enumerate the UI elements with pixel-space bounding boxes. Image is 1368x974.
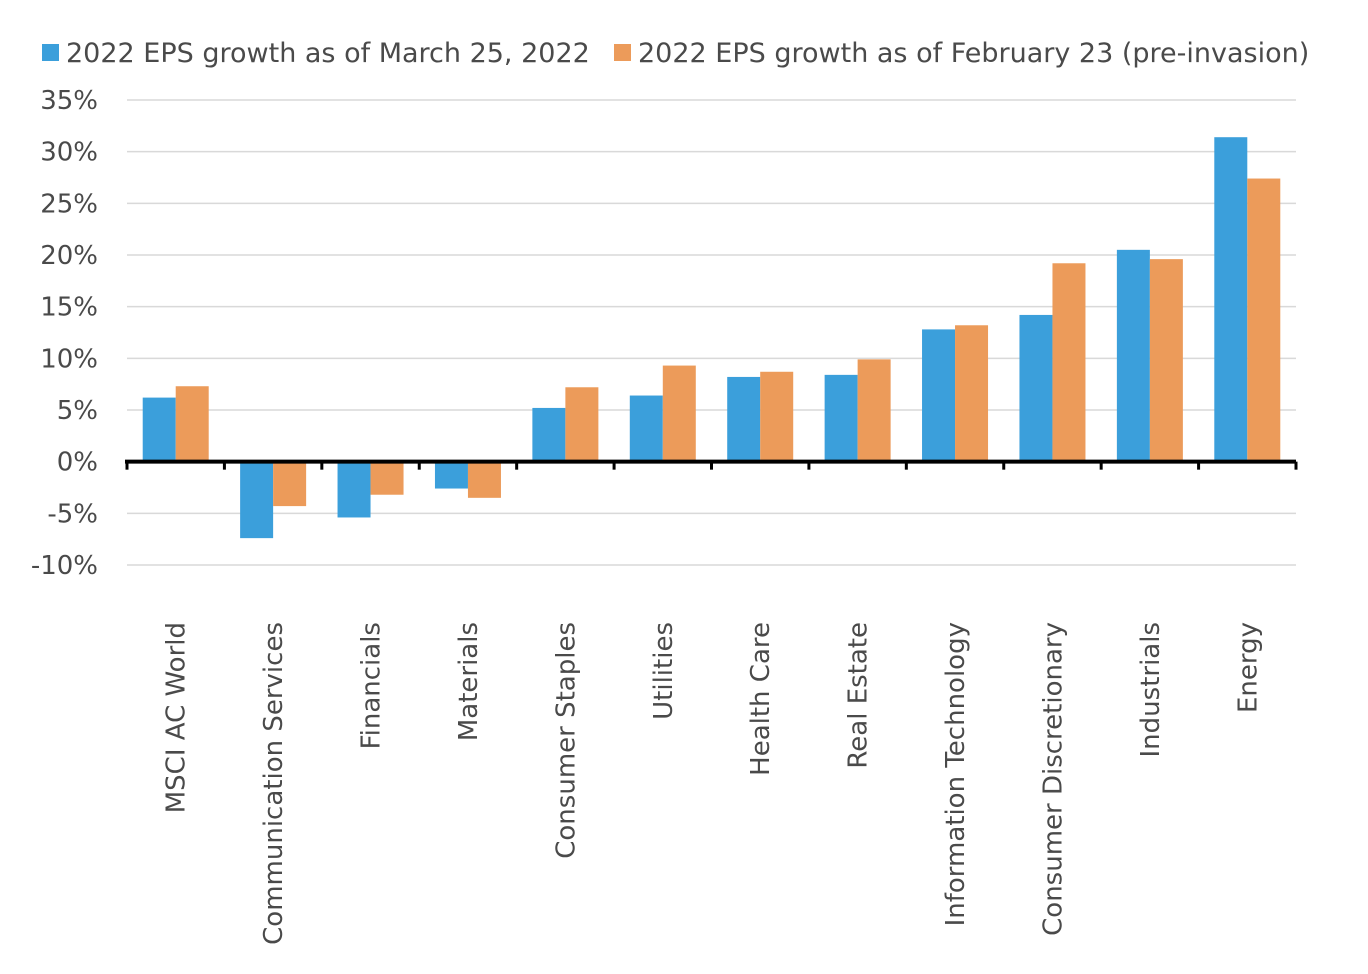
x-category-label: Consumer Discretionary: [1038, 622, 1068, 936]
x-category-label: Consumer Staples: [551, 622, 581, 859]
y-tick-label: -10%: [31, 551, 98, 581]
bar-march-0: [142, 397, 176, 462]
bar-february-9: [1052, 263, 1086, 462]
y-tick-label: 35%: [40, 86, 98, 116]
x-category-label: Financials: [357, 622, 387, 749]
bar-march-1: [240, 461, 274, 539]
bar-march-10: [1116, 249, 1150, 462]
y-tick-label: -5%: [47, 499, 98, 529]
legend-label-february: 2022 EPS growth as of February 23 (pre-i…: [638, 38, 1309, 69]
bar-february-1: [273, 461, 307, 507]
bar-february-0: [175, 386, 209, 462]
bar-march-9: [1019, 314, 1053, 462]
bar-march-5: [629, 395, 663, 462]
bar-march-11: [1214, 137, 1248, 462]
legend-swatch-february: [614, 44, 631, 61]
x-category-label: MSCI AC World: [162, 622, 192, 813]
gridlines: [127, 99, 1296, 566]
y-tick-label: 0%: [57, 448, 98, 478]
bar-february-5: [662, 365, 696, 462]
bar-february-4: [565, 387, 599, 462]
x-category-label: Communication Services: [259, 622, 289, 945]
x-category-label: Industrials: [1136, 622, 1166, 757]
bar-february-3: [467, 461, 501, 498]
x-category-label: Real Estate: [844, 622, 874, 769]
y-tick-label: 20%: [40, 241, 98, 271]
x-axis-labels: MSCI AC World Communication Services Finan…: [162, 622, 1264, 945]
x-category-label: Energy: [1233, 622, 1263, 713]
bar-february-6: [760, 371, 794, 462]
zero-axis: [125, 459, 1298, 470]
bar-march-3: [434, 461, 468, 489]
bar-march-2: [337, 461, 371, 518]
legend-swatch-march: [42, 44, 59, 61]
y-tick-label: 25%: [40, 189, 98, 219]
bar-march-4: [532, 407, 566, 462]
x-category-label: Health Care: [746, 622, 776, 776]
y-tick-label: 30%: [40, 138, 98, 168]
x-category-label: Information Technology: [941, 622, 971, 926]
bar-march-8: [922, 329, 956, 462]
y-tick-label: 10%: [40, 344, 98, 374]
bar-february-7: [857, 359, 891, 462]
legend-label-march: 2022 EPS growth as of March 25, 2022: [66, 38, 590, 69]
y-tick-label: 5%: [57, 396, 98, 426]
y-axis: 35% 30% 25% 20% 15% 10% 5% 0% -5% -10%: [31, 86, 98, 581]
x-category-label: Utilities: [649, 622, 679, 720]
bar-february-8: [955, 325, 989, 462]
y-tick-label: 15%: [40, 293, 98, 323]
bar-march-6: [727, 376, 761, 462]
x-category-label: Materials: [454, 622, 484, 741]
legend: 2022 EPS growth as of March 25, 2022 202…: [42, 38, 1309, 69]
bar-february-11: [1247, 178, 1281, 462]
bars: [142, 137, 1281, 539]
bar-march-7: [824, 374, 858, 462]
bar-february-2: [370, 461, 404, 495]
bar-february-10: [1149, 259, 1183, 462]
